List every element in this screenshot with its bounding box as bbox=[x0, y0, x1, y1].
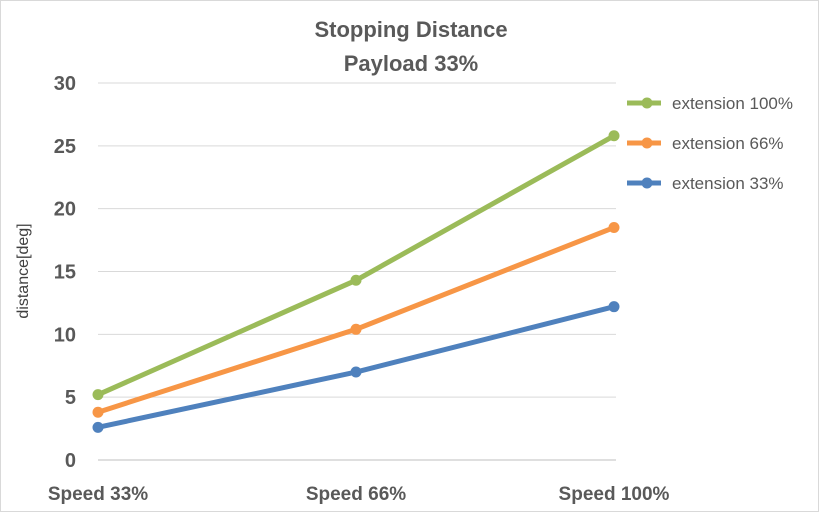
y-tick-label: 10 bbox=[54, 324, 76, 346]
data-point bbox=[350, 274, 362, 286]
y-tick-label: 0 bbox=[65, 450, 76, 472]
data-point bbox=[350, 366, 362, 378]
y-tick-label: 20 bbox=[54, 199, 76, 221]
data-point bbox=[92, 406, 104, 418]
legend-label: extension 66% bbox=[672, 134, 784, 153]
data-point bbox=[92, 421, 104, 433]
legend-label: extension 100% bbox=[672, 94, 793, 113]
data-point bbox=[350, 323, 362, 335]
x-tick-label: Speed 66% bbox=[306, 484, 406, 505]
chart-subtitle: Payload 33% bbox=[344, 51, 479, 76]
series-line bbox=[96, 133, 616, 397]
y-tick-label: 25 bbox=[54, 136, 76, 158]
data-point bbox=[608, 222, 620, 234]
data-point bbox=[608, 301, 620, 313]
chart-title: Stopping Distance bbox=[314, 17, 507, 42]
legend-marker bbox=[641, 177, 653, 189]
legend-marker bbox=[641, 137, 653, 149]
series-line bbox=[97, 225, 615, 415]
y-tick-label: 30 bbox=[54, 73, 76, 95]
y-axis-label: distance[deg] bbox=[15, 223, 32, 318]
y-tick-label: 15 bbox=[54, 262, 76, 284]
legend-label: extension 33% bbox=[672, 174, 784, 193]
x-tick-label: Speed 33% bbox=[48, 484, 148, 505]
data-point bbox=[608, 130, 620, 142]
y-tick-label: 5 bbox=[65, 387, 76, 409]
legend-marker bbox=[641, 97, 653, 109]
x-tick-label: Speed 100% bbox=[559, 484, 670, 505]
data-point bbox=[92, 389, 104, 401]
